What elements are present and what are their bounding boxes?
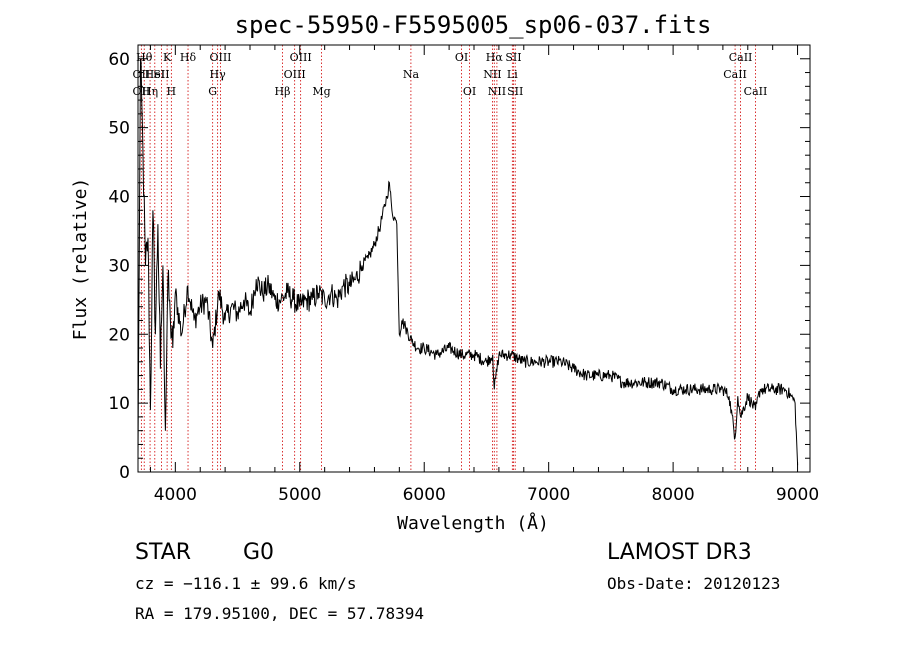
x-tick-label: 9000: [776, 485, 819, 505]
line-label: HeI: [145, 68, 165, 81]
line-label: NII: [483, 68, 501, 81]
y-axis-label: Flux (relative): [70, 178, 91, 341]
line-label: Hθ: [136, 51, 153, 64]
coordinates: RA = 179.95100, DEC = 57.78394: [135, 604, 424, 623]
object-class: STAR: [135, 540, 192, 565]
spectral-line-markers: [140, 45, 756, 472]
line-label: Na: [403, 68, 420, 81]
line-label: H: [167, 85, 177, 98]
line-label: OI: [455, 51, 468, 64]
line-label: Mg: [312, 85, 330, 98]
line-label: Li: [507, 68, 518, 81]
y-tick-label: 30: [108, 256, 130, 276]
line-label: CaII: [723, 68, 747, 81]
y-tick-label: 0: [119, 463, 130, 483]
redshift-velocity: cz = −116.1 ± 99.6 km/s: [135, 574, 357, 593]
y-tick-label: 60: [108, 50, 130, 70]
plot-frame: [137, 44, 811, 473]
line-label: SII: [507, 85, 523, 98]
line-label: K: [163, 51, 172, 64]
line-label: Hγ: [210, 68, 227, 81]
survey-name: LAMOST DR3: [607, 540, 752, 565]
y-tick-label: 10: [108, 394, 130, 414]
observation-date: Obs-Date: 20120123: [607, 574, 781, 593]
line-label: Hδ: [180, 51, 197, 64]
line-label: Hη: [142, 85, 158, 98]
x-axis: 4000 5000 6000 7000 8000 9000: [149, 45, 819, 505]
x-tick-label: 6000: [403, 485, 446, 505]
line-label: G: [208, 85, 217, 98]
y-axis: 0 10 20 30 40 50 60: [108, 44, 810, 483]
line-label: CaII: [744, 85, 768, 98]
x-tick-label: 8000: [651, 485, 694, 505]
y-tick-label: 20: [108, 325, 130, 345]
line-label: OI: [463, 85, 476, 98]
line-label: SII: [153, 68, 169, 81]
y-tick-label: 50: [108, 119, 130, 139]
line-label: OIII: [209, 51, 231, 64]
line-label: NII: [488, 85, 506, 98]
line-label: Hα: [486, 51, 504, 64]
line-label: OIII: [290, 51, 312, 64]
line-label: SII: [505, 51, 521, 64]
chart-title: spec-55950-F5595005_sp06-037.fits: [235, 11, 712, 39]
x-axis-label: Wavelength (Å): [397, 512, 549, 534]
line-label: OIII: [284, 68, 306, 81]
line-label: Hβ: [275, 85, 291, 98]
x-tick-label: 7000: [527, 485, 570, 505]
line-label: CaII: [729, 51, 753, 64]
x-tick-label: 4000: [154, 485, 197, 505]
object-subclass: G0: [243, 540, 275, 565]
x-tick-label: 5000: [278, 485, 321, 505]
y-tick-label: 40: [108, 188, 130, 208]
spectrum-line: [137, 58, 799, 466]
spectral-line-labels: OIIOIIHθHηHeISIIKHHδGHγOIIIHβOIIIOIIIMgN…: [133, 51, 768, 98]
